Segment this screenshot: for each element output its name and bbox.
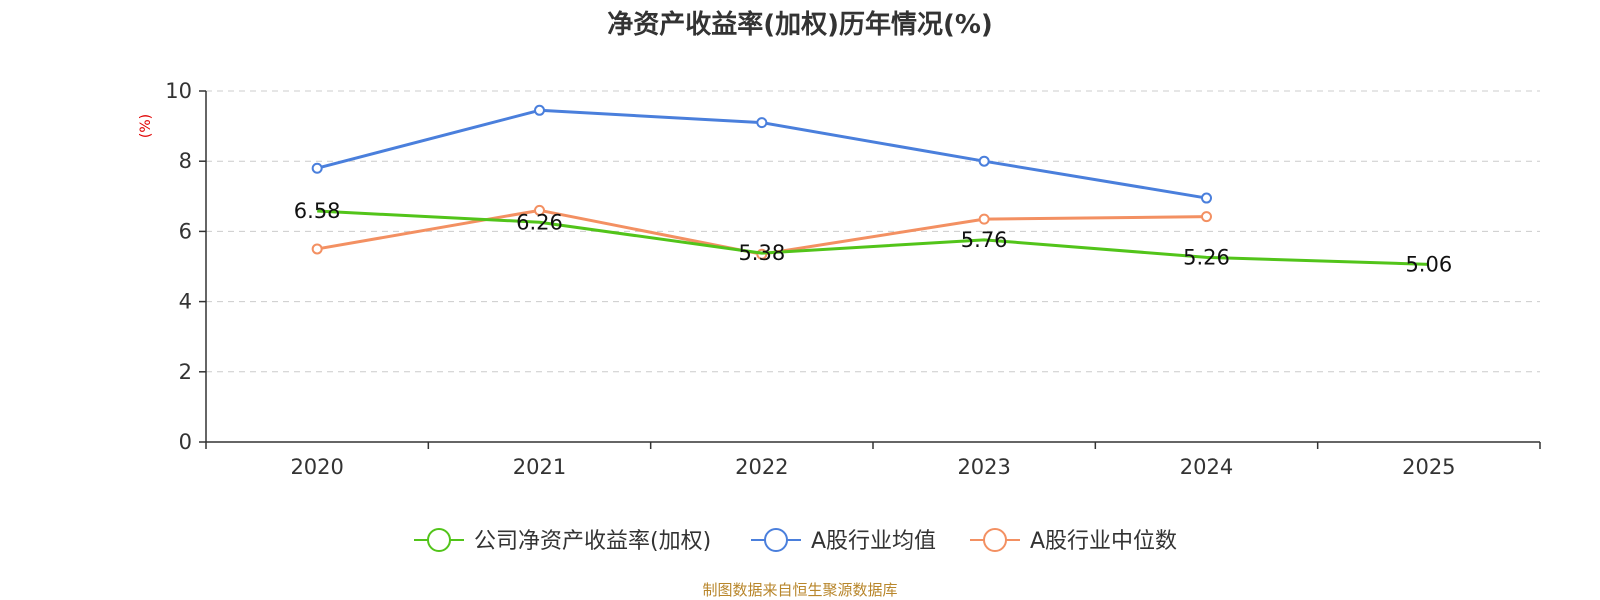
source-note: 制图数据来自恒生聚源数据库 bbox=[702, 581, 897, 599]
series-line bbox=[317, 209, 1429, 266]
legend-marker bbox=[764, 528, 788, 552]
data-point bbox=[534, 104, 545, 116]
series-0 bbox=[317, 209, 1429, 266]
legend-label: 公司净资产收益率(加权) bbox=[474, 529, 711, 554]
series-1 bbox=[311, 104, 1212, 204]
x-tick-label: 2023 bbox=[957, 455, 1010, 479]
data-label: 5.26 bbox=[1183, 245, 1230, 269]
chart-title: 净资产收益率(加权)历年情况(%) bbox=[607, 9, 993, 40]
y-tick-label: 6 bbox=[179, 219, 192, 243]
y-tick-label: 10 bbox=[165, 79, 192, 103]
y-tick-label: 0 bbox=[179, 430, 192, 454]
legend-item-1: A股行业均值 bbox=[751, 528, 936, 554]
y-tick-label: 8 bbox=[179, 149, 192, 173]
legend-marker bbox=[983, 528, 1007, 552]
data-label: 5.06 bbox=[1405, 252, 1452, 276]
data-point bbox=[311, 243, 323, 255]
data-label: 5.38 bbox=[738, 241, 785, 265]
data-point bbox=[1201, 192, 1212, 204]
data-point bbox=[978, 155, 990, 167]
y-tick-label: 2 bbox=[179, 360, 192, 384]
y-tick-label: 4 bbox=[179, 290, 192, 314]
legend-marker bbox=[427, 528, 451, 552]
x-tick-label: 2020 bbox=[290, 455, 343, 479]
data-label: 6.26 bbox=[516, 210, 563, 234]
legend-item-2: A股行业中位数 bbox=[970, 528, 1177, 554]
data-point bbox=[534, 204, 545, 216]
x-tick-label: 2025 bbox=[1402, 455, 1455, 479]
legend-item-0: 公司净资产收益率(加权) bbox=[414, 528, 711, 554]
x-tick-label: 2022 bbox=[735, 455, 788, 479]
data-point bbox=[1201, 211, 1212, 223]
grid-lines bbox=[206, 90, 1540, 373]
y-axis-unit: (%) bbox=[138, 114, 154, 138]
data-labels: 6.58 6.26 5.38 5.76 5.26 5.06 bbox=[294, 199, 1452, 276]
legend-label: A股行业均值 bbox=[811, 529, 936, 554]
series-lines bbox=[311, 104, 1429, 266]
data-label: 6.58 bbox=[294, 199, 341, 223]
data-point bbox=[311, 162, 323, 174]
axes: 0 2 4 6 8 10 2020 2021 2022 2023 2024 2025 bbox=[165, 79, 1541, 479]
data-point bbox=[978, 213, 990, 225]
x-tick-label: 2021 bbox=[513, 455, 566, 479]
x-tick-label: 2024 bbox=[1180, 455, 1233, 479]
legend-label: A股行业中位数 bbox=[1030, 529, 1177, 554]
data-point bbox=[756, 117, 768, 129]
legend: 公司净资产收益率(加权) A股行业均值 A股行业中位数 bbox=[414, 528, 1177, 554]
data-label: 5.76 bbox=[961, 228, 1008, 252]
